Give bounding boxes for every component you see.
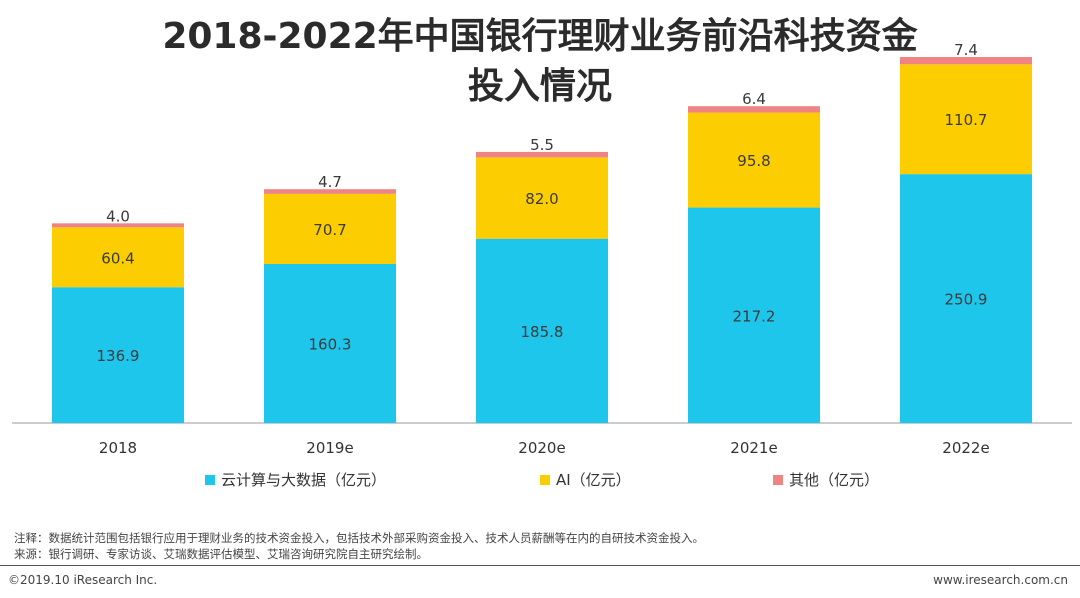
bar-segment-ai-2020e [476,157,608,239]
chart-title-line-1: 2018-2022年中国银行理财业务前沿科技资金 [162,16,918,57]
legend-label-other: 其他（亿元） [789,471,879,489]
chart-title-line-2: 投入情况 [467,66,612,107]
data-label-ai-2022e: 110.7 [945,111,988,129]
chart-title: 2018-2022年中国银行理财业务前沿科技资金 投入情况 [40,12,1040,112]
bar-segment-other-2022e [900,56,1032,65]
footer-copyright: ©2019.10 iResearch Inc. [8,573,158,587]
data-label-ai-2018: 60.4 [101,249,134,267]
x-tick-label-2022e: 2022e [942,439,989,457]
x-tick-label-2020e: 2020e [518,439,565,457]
bar-segment-cloud-2021e [688,207,820,423]
data-label-cloud-2018: 136.9 [97,347,140,365]
data-label-other-2018: 4.0 [106,207,130,225]
legend-swatch-cloud [205,475,215,485]
bar-segment-ai-2022e [900,64,1032,175]
legend-label-ai: AI（亿元） [556,471,631,489]
bar-segment-other-2018 [52,223,184,228]
x-tick-label-2018: 2018 [99,439,137,457]
footer-website: www.iresearch.com.cn [933,573,1068,587]
bar-segment-ai-2021e [688,112,820,208]
chart-source: 来源：银行调研、专家访谈、艾瑞数据评估模型、艾瑞咨询研究院自主研究绘制。 [14,547,428,561]
data-label-cloud-2019e: 160.3 [309,335,352,353]
data-label-ai-2020e: 82.0 [525,190,558,208]
bar-segment-cloud-2020e [476,238,608,423]
data-label-cloud-2022e: 250.9 [945,291,988,309]
bar-segment-cloud-2019e [264,263,396,423]
bar-segment-cloud-2022e [900,174,1032,423]
bar-segment-cloud-2018 [52,287,184,423]
x-tick-label-2019e: 2019e [306,439,353,457]
footer-divider [0,565,1080,566]
legend-swatch-ai [540,475,550,485]
legend-label-cloud: 云计算与大数据（亿元） [221,471,386,489]
data-label-ai-2021e: 95.8 [737,152,770,170]
data-label-cloud-2021e: 217.2 [733,307,776,325]
bar-segment-ai-2019e [264,193,396,264]
data-label-cloud-2020e: 185.8 [521,323,564,341]
bar-segment-other-2021e [688,106,820,113]
bar-segment-other-2019e [264,189,396,194]
x-tick-label-2021e: 2021e [730,439,777,457]
data-label-other-2020e: 5.5 [530,136,554,154]
stacked-bar-chart: 136.9 60.4 4.0 2018 160.3 70.7 4.7 2019e 185.8 82… [12,41,1072,489]
data-label-ai-2019e: 70.7 [313,221,346,239]
legend-swatch-other [773,475,783,485]
bar-segment-other-2020e [476,151,608,158]
data-label-other-2022e: 7.4 [954,41,978,59]
chart-note: 注释：数据统计范围包括银行应用于理财业务的技术资金投入，包括技术外部采购资金投入… [14,531,704,545]
data-label-other-2021e: 6.4 [742,90,766,108]
data-label-other-2019e: 4.7 [318,173,342,191]
bar-segment-ai-2018 [52,227,184,288]
